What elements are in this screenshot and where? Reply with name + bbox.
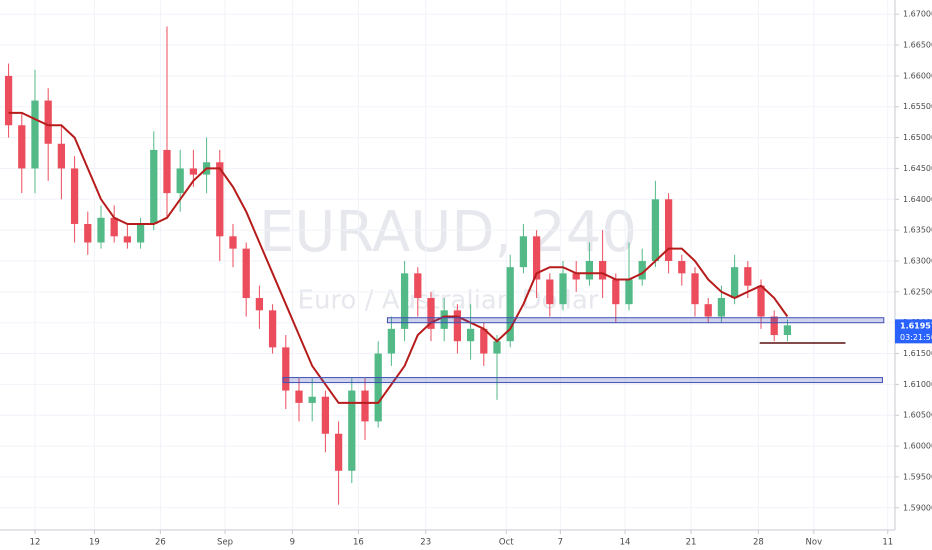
candle-body <box>255 298 264 311</box>
candle-body <box>216 162 224 237</box>
candle-body <box>242 248 250 299</box>
x-tick-label: 21 <box>686 538 697 548</box>
candle-body <box>70 168 79 224</box>
x-tick-label: 26 <box>155 538 166 548</box>
candle-body <box>585 260 594 280</box>
candle-body <box>559 273 567 305</box>
candle-body <box>572 273 580 280</box>
candle-body <box>321 396 330 434</box>
candle-body <box>123 236 132 243</box>
candle-body <box>453 310 462 342</box>
candle-body <box>348 390 356 471</box>
y-tick-label: 1.59500 <box>903 472 932 481</box>
y-tick-label: 1.61000 <box>903 380 932 389</box>
candle-body <box>295 390 303 403</box>
candle-body <box>744 267 752 286</box>
y-tick-label: 1.64000 <box>903 195 932 204</box>
y-tick-label: 1.63500 <box>903 226 932 235</box>
candle-body <box>757 285 765 317</box>
candle-body <box>546 279 554 305</box>
candle-body <box>532 236 541 280</box>
candle-body <box>440 310 448 329</box>
candle-body <box>150 149 158 224</box>
candle-body <box>136 223 145 243</box>
candle-body <box>308 396 316 403</box>
candle-body <box>414 273 422 299</box>
candle-body <box>282 347 290 391</box>
candle-body <box>612 279 620 305</box>
x-tick-label: Nov <box>806 538 823 548</box>
candle-body <box>334 433 343 471</box>
level-zone <box>386 317 885 324</box>
candle-body <box>493 341 501 354</box>
candle-body <box>268 310 277 348</box>
candle-body <box>387 328 396 354</box>
candle-body <box>44 100 52 144</box>
y-tick-label: 1.60000 <box>903 442 932 451</box>
candle-body <box>783 325 792 336</box>
x-tick-label: 23 <box>420 538 431 548</box>
x-tick-label: 16 <box>353 538 364 548</box>
x-tick-label: 19 <box>89 538 100 548</box>
x-tick-label: 14 <box>620 538 631 548</box>
candle-body <box>400 273 409 329</box>
last-price: 1.61957 <box>900 321 932 330</box>
watermark: EURAUD, 240 <box>259 200 637 265</box>
candle-body <box>480 328 488 354</box>
candle-body <box>427 298 435 329</box>
x-tick-label: 7 <box>558 538 563 548</box>
countdown: 03:21:50 <box>900 333 932 342</box>
candle-body <box>18 125 26 169</box>
candle-body <box>31 100 39 169</box>
candle-body <box>374 353 382 422</box>
candle-body <box>466 328 475 342</box>
candle-body <box>664 199 673 261</box>
candle-body <box>506 267 514 342</box>
x-tick-label: 9 <box>290 538 295 548</box>
candle-body <box>163 149 171 194</box>
candle-body <box>717 298 726 317</box>
candle-body <box>189 168 198 175</box>
candle-body <box>97 217 105 243</box>
candle-body <box>730 267 739 299</box>
candle-body <box>176 168 184 194</box>
y-tick-label: 1.62500 <box>903 287 932 296</box>
candle-body <box>651 199 660 261</box>
candle-body <box>361 390 369 422</box>
candle-body <box>691 273 699 305</box>
x-tick-label: 11 <box>882 538 893 548</box>
y-tick-label: 1.64500 <box>903 164 932 173</box>
y-tick-label: 1.66500 <box>903 41 932 50</box>
candle-body <box>57 143 66 169</box>
x-tick-label: 12 <box>30 538 41 548</box>
price-label-box <box>895 319 932 344</box>
candle-body <box>704 304 712 317</box>
candle-body <box>638 260 646 280</box>
y-tick-label: 1.60500 <box>903 411 932 420</box>
y-tick-label: 1.67000 <box>903 10 932 19</box>
moving-average <box>8 111 789 404</box>
y-tick-label: 1.61500 <box>903 349 932 358</box>
candle-body <box>598 260 607 280</box>
y-tick-label: 1.65500 <box>903 102 932 111</box>
candle-body <box>229 236 237 249</box>
x-tick-label: 28 <box>753 538 764 548</box>
candle-body <box>519 236 528 268</box>
candle-body <box>678 260 686 274</box>
candle-body <box>770 316 778 336</box>
watermark-subtitle: Euro / Australian Dollar <box>298 286 599 316</box>
x-tick-label: Oct <box>499 538 514 548</box>
candle-body <box>625 279 633 305</box>
candle-body <box>4 75 13 126</box>
candle-body <box>84 223 92 243</box>
y-tick-label: 1.66000 <box>903 71 932 80</box>
level-zone <box>282 377 883 384</box>
y-tick-label: 1.59000 <box>903 503 932 512</box>
y-tick-label: 1.65000 <box>903 133 932 142</box>
candle-body <box>110 217 118 237</box>
y-tick-label: 1.63000 <box>903 256 932 265</box>
x-tick-label: Sep <box>217 538 233 548</box>
